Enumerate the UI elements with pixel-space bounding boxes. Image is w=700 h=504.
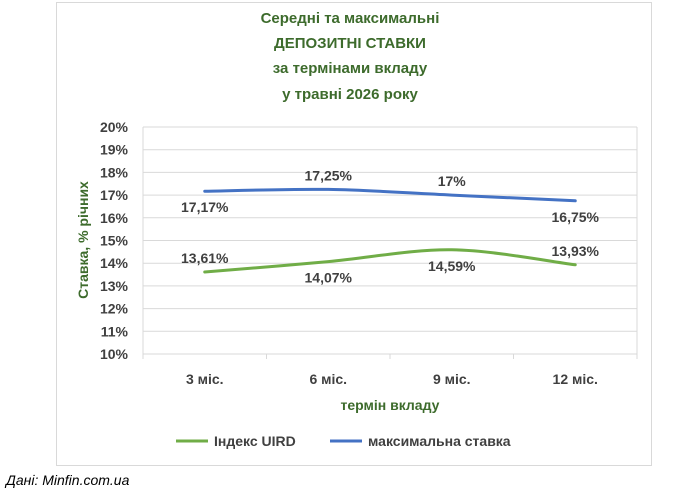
series-line-max-rate [203, 187, 577, 203]
y-tick-label: 17% [100, 187, 129, 203]
chart-frame [56, 2, 652, 466]
data-label: 17,17% [181, 199, 229, 215]
data-label: 14,59% [428, 258, 476, 274]
x-tick-label: 3 міс. [186, 371, 224, 387]
series-line-uird [203, 248, 577, 274]
data-label: 16,75% [552, 209, 600, 225]
x-tick-label: 9 міс. [433, 371, 471, 387]
y-tick-label: 20% [100, 119, 129, 135]
chart-title-line: у травні 2026 року [282, 86, 418, 103]
x-tick-label: 6 міс. [309, 371, 347, 387]
y-tick-label: 12% [100, 301, 129, 317]
y-tick-label: 16% [100, 210, 129, 226]
chart-title-line: за термінами вкладу [273, 60, 428, 77]
data-label: 14,07% [305, 270, 353, 286]
data-label: 13,93% [552, 243, 600, 259]
y-tick-label: 19% [100, 142, 129, 158]
x-tick-label: 12 міс. [553, 371, 598, 387]
chart-title-line: ДЕПОЗИТНІ СТАВКИ [274, 35, 426, 52]
y-tick-label: 11% [101, 323, 129, 339]
y-tick-label: 13% [100, 278, 129, 294]
x-axis-label: термін вкладу [341, 397, 440, 413]
data-label: 17,25% [305, 167, 353, 183]
y-tick-label: 15% [100, 233, 129, 249]
data-label: 13,61% [181, 250, 229, 266]
y-tick-label: 10% [100, 346, 129, 362]
chart-title-line: Середні та максимальні [261, 10, 440, 27]
legend-label-uird: Індекс UIRD [214, 433, 296, 449]
legend-label-max-rate: максимальна ставка [368, 433, 511, 449]
y-axis-label: Ставка, % річних [75, 181, 91, 299]
data-label: 17% [438, 173, 467, 189]
source-note: Дані: Minfin.com.ua [6, 472, 130, 488]
y-tick-label: 18% [100, 164, 129, 180]
y-tick-label: 14% [100, 255, 129, 271]
